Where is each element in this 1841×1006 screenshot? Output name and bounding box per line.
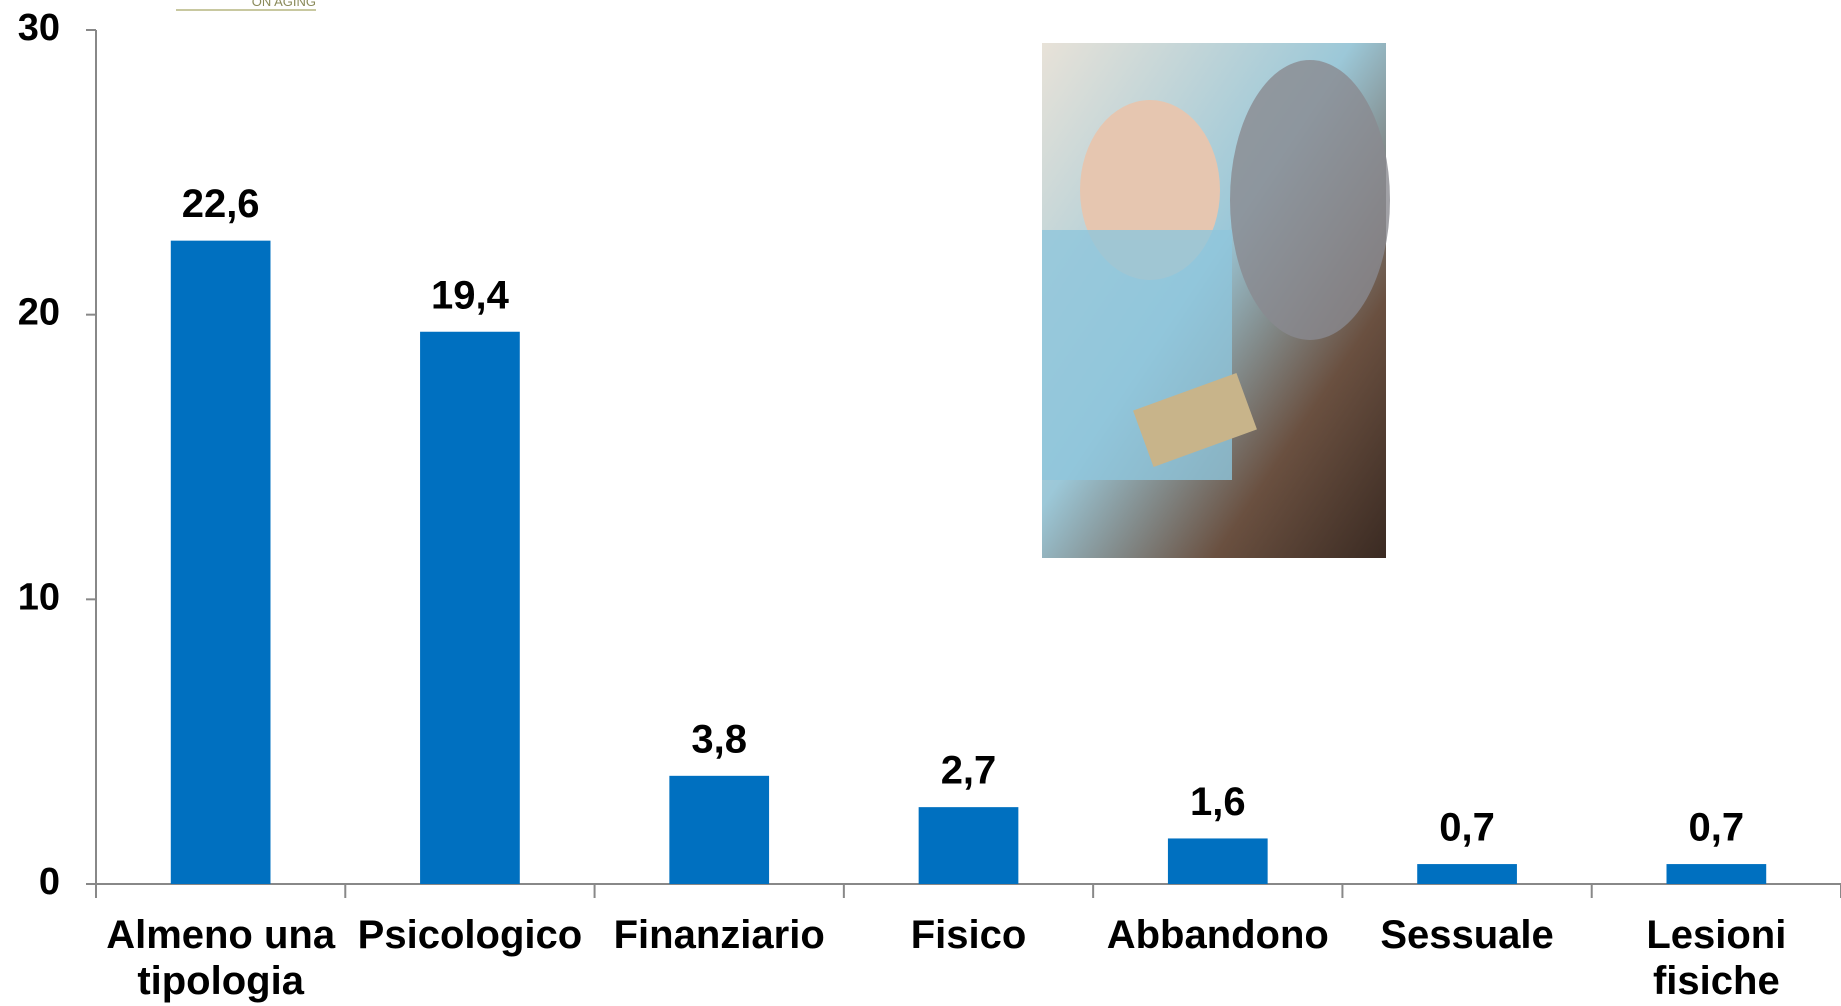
value-label: 2,7: [941, 749, 997, 793]
value-label: 19,4: [431, 273, 510, 317]
x-tick-label: Almeno una tipologia: [106, 913, 336, 1003]
value-label: 0,7: [1439, 806, 1495, 850]
x-tick-label: Sessuale: [1380, 913, 1554, 957]
bar: [1666, 864, 1767, 884]
x-tick-label: Abbandono: [1106, 913, 1329, 957]
y-tick-label: 30: [18, 7, 60, 49]
photo: [1042, 43, 1390, 558]
logo-text: ON AGING: [176, 0, 316, 11]
x-tick-label: Psicologico: [357, 913, 583, 957]
value-label: 3,8: [691, 717, 747, 761]
value-label: 1,6: [1190, 780, 1246, 824]
bar: [1167, 838, 1268, 884]
x-tick-label: Lesioni fisiche: [1646, 913, 1787, 1003]
x-tick-label: Fisico: [910, 913, 1027, 957]
bar: [420, 331, 520, 884]
value-label: 0,7: [1689, 806, 1745, 850]
bar: [1417, 864, 1517, 884]
y-tick-label: 10: [18, 576, 60, 618]
value-label: 22,6: [182, 182, 260, 226]
x-tick-label: Finanziario: [613, 913, 825, 957]
bar: [918, 807, 1019, 884]
y-tick-label: 0: [39, 861, 60, 903]
bar: [170, 240, 271, 885]
bar: [669, 775, 770, 884]
y-tick-label: 20: [18, 292, 60, 334]
